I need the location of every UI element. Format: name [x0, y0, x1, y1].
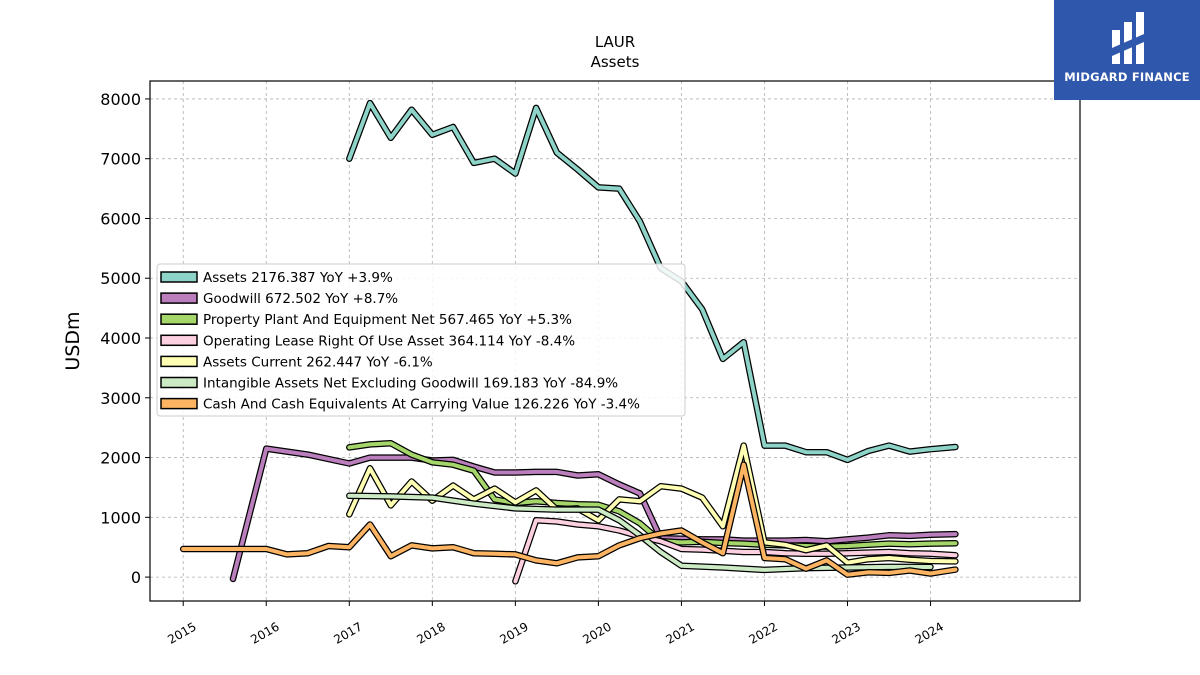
y-tick-label: 3000: [100, 389, 141, 408]
legend-swatch-0: [160, 271, 198, 283]
series-line-2: [347, 441, 958, 549]
x-tick-label: 2021: [663, 619, 696, 646]
y-tick-label: 7000: [100, 150, 141, 169]
legend-swatch-6: [160, 397, 198, 410]
legend-entry-1: Goodwill 672.502 YoY +8.7%: [203, 291, 398, 307]
x-tick-label: 2017: [331, 619, 364, 646]
series-line-3: [513, 518, 958, 584]
legend-entry-5: Intangible Assets Net Excluding Goodwill…: [203, 376, 618, 392]
y-tick-label: 2000: [100, 449, 141, 468]
x-tick-label: 2022: [747, 619, 780, 646]
series-line-4: [347, 443, 958, 565]
brand-name: MIDGARD FINANCE: [1064, 70, 1190, 84]
x-tick-label: 2024: [913, 619, 946, 646]
chart-title: LAUR: [595, 33, 635, 51]
legend-swatch-4: [160, 355, 198, 368]
brand-emblem-icon: [1112, 12, 1144, 64]
x-tick-label: 2019: [497, 619, 530, 646]
legend-swatch-2: [160, 313, 198, 325]
y-tick-label: 8000: [100, 90, 141, 109]
legend-entry-4: Assets Current 262.447 YoY -6.1%: [203, 354, 433, 370]
y-tick-label: 1000: [100, 508, 141, 527]
x-tick-label: 2020: [580, 619, 613, 646]
chart-subtitle: Assets: [591, 53, 640, 71]
legend-swatch-3: [160, 334, 198, 347]
x-tick-label: 2023: [830, 619, 863, 646]
y-axis-label: USDm: [62, 311, 84, 370]
series-line-6: [181, 462, 958, 577]
series-line-0: [347, 101, 958, 462]
legend-entry-0: Assets 2176.387 YoY +3.9%: [203, 270, 393, 286]
y-tick-label: 6000: [100, 209, 141, 228]
x-tick-label: 2015: [165, 619, 198, 646]
series-line-1: [231, 446, 958, 581]
plot-frame: [149, 80, 1081, 602]
x-tick-label: 2016: [248, 619, 281, 646]
x-tick-label: 2018: [414, 619, 447, 646]
legend-swatch-1: [160, 292, 198, 304]
legend-swatch-5: [160, 376, 198, 389]
y-tick-label: 4000: [100, 329, 141, 348]
brand-logo: MIDGARD FINANCE: [1054, 0, 1200, 100]
y-tick-label: 5000: [100, 269, 141, 288]
legend-box: [156, 263, 686, 417]
legend-entry-3: Operating Lease Right Of Use Asset 364.1…: [203, 333, 575, 349]
legend-entry-6: Cash And Cash Equivalents At Carrying Va…: [203, 397, 640, 413]
y-tick-label: 0: [131, 568, 141, 587]
legend-entry-2: Property Plant And Equipment Net 567.465…: [203, 312, 572, 328]
